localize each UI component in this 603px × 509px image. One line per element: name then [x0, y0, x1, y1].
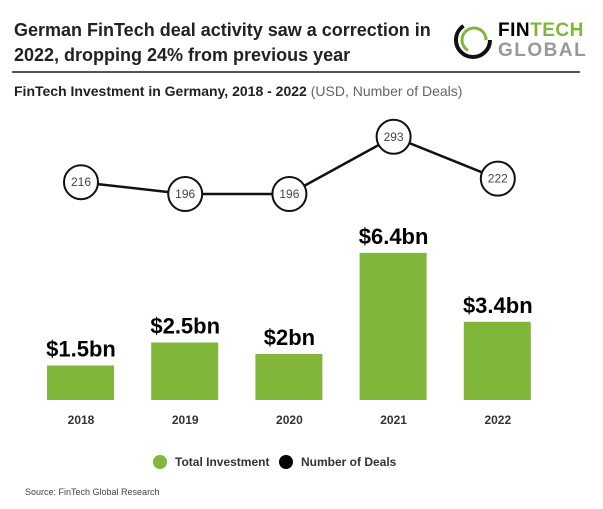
deals-label-2021: 293 — [384, 130, 404, 144]
bar-label-2019: $2.5bn — [150, 314, 220, 339]
divider — [12, 71, 580, 73]
deals-point-2021 — [375, 118, 412, 155]
legend-label-investment: Total Investment — [175, 455, 269, 469]
fintech-global-logo: FINTECH GLOBAL — [452, 18, 586, 62]
bar-label-2022: $3.4bn — [463, 293, 533, 318]
x-tick-2022: 2022 — [484, 413, 511, 427]
bar-label-2018: $1.5bn — [46, 337, 116, 362]
x-tick-2018: 2018 — [68, 413, 95, 427]
bar-2018 — [47, 365, 114, 400]
legend-swatch-deals — [279, 455, 293, 469]
bar-2020 — [255, 354, 323, 400]
legend-swatch-investment — [153, 455, 167, 469]
logo-text: TECH — [530, 20, 584, 41]
deals-point-2018 — [63, 164, 99, 201]
logo-ring-icon — [454, 21, 492, 59]
bar-2019 — [151, 342, 219, 400]
chart-title: German FinTech deal activity saw a corre… — [14, 20, 431, 65]
source-note: Source: FinTech Global Research — [25, 487, 160, 497]
x-tick-2020: 2020 — [276, 413, 303, 427]
bar-label-2021: $6.4bn — [359, 224, 429, 249]
bar-label-2020: $2bn — [264, 325, 315, 350]
deals-label-2018: 216 — [71, 175, 91, 189]
deals-point-2019 — [167, 176, 204, 212]
legend-label-deals: Number of Deals — [301, 455, 397, 469]
chart-subtitle: FinTech Investment in Germany, 2018 - 20… — [14, 83, 462, 99]
bar-2021 — [359, 252, 427, 400]
deals-point-2022 — [479, 160, 516, 197]
subtitle-main: FinTech Investment in Germany, 2018 - 20… — [14, 83, 307, 99]
logo-text: GLOBAL — [498, 40, 588, 61]
bar-2022 — [463, 321, 531, 400]
x-tick-2021: 2021 — [380, 413, 407, 427]
deals-label-2022: 222 — [488, 172, 508, 186]
logo-text: FIN — [498, 20, 531, 41]
x-tick-2019: 2019 — [172, 413, 199, 427]
deals-point-2020 — [271, 176, 308, 212]
subtitle-units: (USD, Number of Deals) — [310, 83, 463, 99]
deals-label-2020: 196 — [279, 187, 299, 201]
deals-label-2019: 196 — [175, 187, 195, 201]
